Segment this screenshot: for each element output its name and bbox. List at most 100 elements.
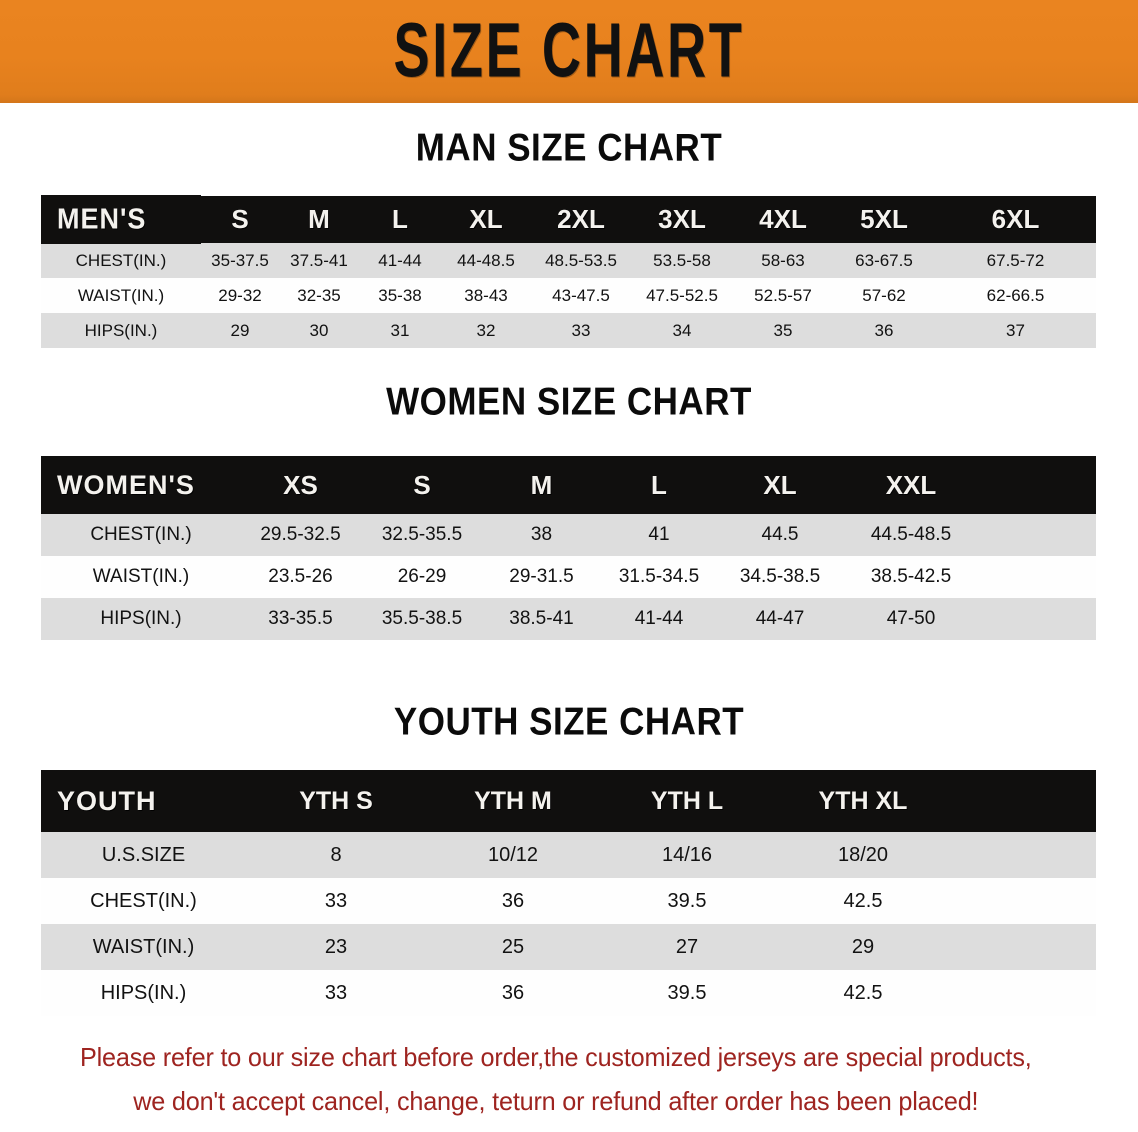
table-cell: 32 (441, 313, 531, 348)
table-cell: 23.5-26 (241, 556, 360, 598)
table-cell: 33 (246, 970, 426, 1016)
table-row: HIPS(IN.) 33 36 39.5 42.5 (41, 970, 1096, 1016)
table-cell: 41-44 (359, 243, 441, 278)
men-size-column-7: 4XL (733, 196, 833, 243)
youth-size-column-2: YTH M (426, 770, 600, 832)
women-row-label: CHEST(IN.) (41, 514, 241, 556)
table-cell: 41 (599, 514, 719, 556)
table-cell: 39.5 (600, 970, 774, 1016)
table-cell: 52.5-57 (733, 278, 833, 313)
table-cell: 29 (201, 313, 279, 348)
youth-table-header-row: YOUTH YTH S YTH M YTH L YTH XL (41, 770, 1096, 832)
table-row: WAIST(IN.) 23 25 27 29 (41, 924, 1096, 970)
table-cell: 36 (426, 878, 600, 924)
table-cell: 35.5-38.5 (360, 598, 484, 640)
table-cell: 33 (531, 313, 631, 348)
table-cell: 14/16 (600, 832, 774, 878)
women-size-column-4: L (599, 456, 719, 514)
table-cell: 47.5-52.5 (631, 278, 733, 313)
table-cell: 38.5-42.5 (841, 556, 981, 598)
men-size-column-4: XL (441, 196, 531, 243)
table-cell (952, 878, 1096, 924)
table-cell: 32-35 (279, 278, 359, 313)
table-cell: 25 (426, 924, 600, 970)
table-row: CHEST(IN.) 35-37.5 37.5-41 41-44 44-48.5 48.5… (41, 243, 1096, 278)
women-row-label: HIPS(IN.) (41, 598, 241, 640)
youth-section-title: YOUTH SIZE CHART (393, 699, 745, 744)
men-row-label: HIPS(IN.) (41, 313, 201, 348)
table-cell: 29.5-32.5 (241, 514, 360, 556)
disclaimer-line-2: we don't accept cancel, change, teturn o… (133, 1086, 979, 1116)
table-row: HIPS(IN.) 33-35.5 35.5-38.5 38.5-41 41-44 44-… (41, 598, 1096, 640)
women-section-title: WOMEN SIZE CHART (386, 379, 752, 424)
table-cell: 38.5-41 (484, 598, 599, 640)
table-row: U.S.SIZE 8 10/12 14/16 18/20 (41, 832, 1096, 878)
table-cell: 57-62 (833, 278, 935, 313)
table-row: CHEST(IN.) 33 36 39.5 42.5 (41, 878, 1096, 924)
women-table-body: WOMEN'S XS S M L XL XXL CHEST(IN.) 29.5-32.5 32.5… (41, 456, 1096, 640)
table-cell: 44-47 (719, 598, 841, 640)
table-cell (952, 924, 1096, 970)
men-size-column-8: 5XL (833, 196, 935, 243)
page-banner: SIZE CHART (0, 0, 1138, 103)
women-size-column-2: S (360, 456, 484, 514)
women-size-column-3: M (484, 456, 599, 514)
women-table-header-row: WOMEN'S XS S M L XL XXL (41, 456, 1096, 514)
table-cell: 29-31.5 (484, 556, 599, 598)
table-cell: 47-50 (841, 598, 981, 640)
youth-row-label: HIPS(IN.) (41, 970, 246, 1016)
youth-row-label: WAIST(IN.) (41, 924, 246, 970)
youth-table-body: YOUTH YTH S YTH M YTH L YTH XL U.S.SIZE 8 10/12… (41, 770, 1096, 1016)
table-cell: 67.5-72 (935, 243, 1096, 278)
men-size-column-9: 6XL (935, 196, 1096, 243)
youth-row-label: U.S.SIZE (41, 832, 246, 878)
table-cell (952, 970, 1096, 1016)
table-cell: 58-63 (733, 243, 833, 278)
table-cell: 37.5-41 (279, 243, 359, 278)
table-cell: 31 (359, 313, 441, 348)
men-size-column-1: S (201, 196, 279, 243)
women-row-label: WAIST(IN.) (41, 556, 241, 598)
table-cell: 34.5-38.5 (719, 556, 841, 598)
women-size-column-6: XXL (841, 456, 981, 514)
table-cell: 29-32 (201, 278, 279, 313)
women-header-label: WOMEN'S (41, 456, 241, 514)
table-row: WAIST(IN.) 23.5-26 26-29 29-31.5 31.5-34.5 34… (41, 556, 1096, 598)
table-row: WAIST(IN.) 29-32 32-35 35-38 38-43 43-47.5 47.… (41, 278, 1096, 313)
table-cell: 41-44 (599, 598, 719, 640)
youth-row-label: CHEST(IN.) (41, 878, 246, 924)
man-section-title: MAN SIZE CHART (415, 125, 723, 170)
table-cell: 43-47.5 (531, 278, 631, 313)
table-cell: 48.5-53.5 (531, 243, 631, 278)
youth-size-table: YOUTH YTH S YTH M YTH L YTH XL U.S.SIZE 8 10/12… (41, 770, 1096, 1016)
men-row-label: CHEST(IN.) (41, 243, 201, 278)
women-size-column-5: XL (719, 456, 841, 514)
table-cell: 38 (484, 514, 599, 556)
man-size-table: MEN'S S M L XL 2XL 3XL 4XL 5XL 6XL CHEST(IN.) 35-37… (41, 194, 1096, 348)
table-cell: 44.5 (719, 514, 841, 556)
women-size-column-7 (981, 456, 1096, 514)
table-cell: 35-37.5 (201, 243, 279, 278)
table-cell: 33 (246, 878, 426, 924)
table-cell (981, 556, 1096, 598)
table-cell: 34 (631, 313, 733, 348)
youth-header-label: YOUTH (41, 770, 246, 832)
table-cell: 30 (279, 313, 359, 348)
table-cell: 42.5 (774, 878, 952, 924)
table-cell: 33-35.5 (241, 598, 360, 640)
banner-title: SIZE CHART (393, 8, 745, 94)
men-header-label: MEN'S (41, 194, 201, 245)
table-cell: 32.5-35.5 (360, 514, 484, 556)
table-cell: 44.5-48.5 (841, 514, 981, 556)
table-cell: 18/20 (774, 832, 952, 878)
table-cell: 44-48.5 (441, 243, 531, 278)
men-size-column-2: M (279, 196, 359, 243)
table-cell: 38-43 (441, 278, 531, 313)
disclaimer-line-1: Please refer to our size chart before or… (79, 1042, 1032, 1072)
table-cell: 35-38 (359, 278, 441, 313)
table-cell: 26-29 (360, 556, 484, 598)
table-cell: 63-67.5 (833, 243, 935, 278)
women-size-table: WOMEN'S XS S M L XL XXL CHEST(IN.) 29.5-32.5 32.5… (41, 456, 1096, 640)
table-cell: 8 (246, 832, 426, 878)
